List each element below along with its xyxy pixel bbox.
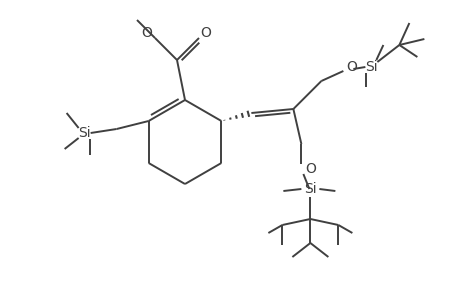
Text: Si: Si: [78, 126, 91, 140]
Text: O: O: [141, 26, 152, 40]
Text: O: O: [304, 162, 315, 176]
Text: O: O: [200, 26, 211, 40]
Text: O: O: [345, 60, 356, 74]
Text: Si: Si: [364, 60, 377, 74]
Text: Si: Si: [303, 182, 316, 196]
